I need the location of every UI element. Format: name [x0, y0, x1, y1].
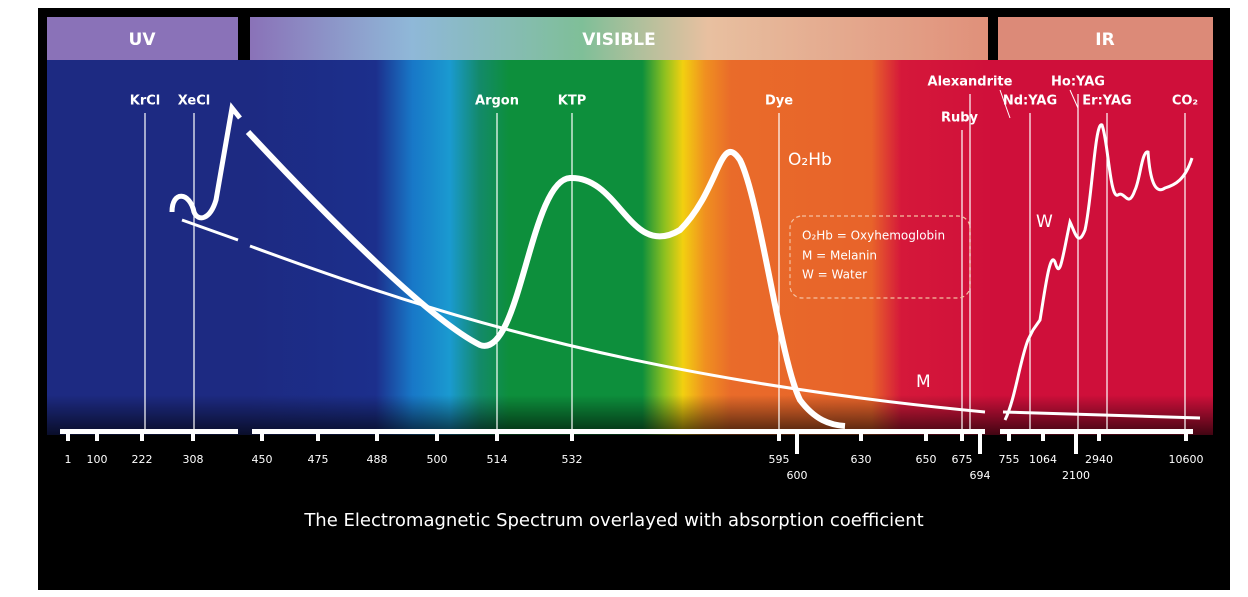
tick-mark [960, 429, 964, 441]
legend-item: O₂Hb = Oxyhemoglobin [802, 229, 945, 243]
visible-header [250, 17, 988, 60]
tick-mark [435, 429, 439, 441]
tick-label: 514 [487, 453, 508, 466]
o2hb-curve [245, 129, 846, 429]
tick-mark [95, 429, 99, 441]
laser-label: Ruby [941, 111, 979, 126]
tick-label: 488 [367, 453, 388, 466]
tick-label: 630 [851, 453, 872, 466]
ir-region [990, 60, 1213, 435]
curve-label: M [916, 372, 931, 392]
o2hb-uv-curve [169, 102, 242, 221]
tick-label: 308 [183, 453, 204, 466]
pointer [999, 89, 1011, 119]
tick-label: 222 [132, 453, 153, 466]
tick-mark [66, 429, 70, 441]
water-curve [1003, 123, 1194, 421]
tick-label: 694 [970, 469, 991, 482]
tick-label: 1064 [1029, 453, 1057, 466]
tick-label: 755 [999, 453, 1020, 466]
tick-mark [570, 429, 574, 441]
tick-mark [978, 429, 982, 454]
caption: The Electromagnetic Spectrum overlayed w… [303, 510, 923, 531]
tick-mark [375, 429, 379, 441]
curve-label: W [1036, 212, 1053, 232]
tick-mark [1007, 429, 1011, 441]
tick-label: 595 [769, 453, 790, 466]
laser-label: Nd:YAG [1003, 94, 1057, 109]
tick-label: 475 [308, 453, 329, 466]
axis-bar [1000, 429, 1193, 434]
laser-label: XeCl [178, 94, 211, 109]
visible-region [250, 60, 990, 435]
tick-mark [924, 429, 928, 441]
tick-mark [316, 429, 320, 441]
tick-mark [495, 429, 499, 441]
ir-header [998, 17, 1213, 60]
tick-mark [260, 429, 264, 441]
laser-label: Ho:YAG [1051, 75, 1105, 90]
laser-label: KrCl [130, 94, 160, 109]
tick-mark [859, 429, 863, 441]
melanin-curve [181, 218, 986, 414]
melanin-ir-curve [1002, 410, 1201, 420]
tick-label: 2940 [1085, 453, 1113, 466]
tick-label: 10600 [1169, 453, 1204, 466]
tick-mark [191, 429, 195, 441]
tick-label: 500 [427, 453, 448, 466]
laser-label: Alexandrite [928, 75, 1013, 90]
tick-mark [1184, 429, 1188, 441]
tick-mark [795, 429, 799, 454]
axis-bar [252, 429, 985, 434]
tick-label: 532 [562, 453, 583, 466]
laser-label: Dye [765, 94, 793, 109]
laser-label: CO₂ [1172, 94, 1198, 109]
band-label: VISIBLE [582, 30, 655, 50]
curve-label: O₂Hb [788, 150, 832, 170]
tick-mark [1074, 429, 1078, 454]
band-label: UV [129, 30, 157, 50]
tick-label: 100 [87, 453, 108, 466]
tick-mark [1097, 429, 1101, 441]
tick-mark [777, 429, 781, 441]
bottom-fade [47, 395, 1213, 445]
uv-header [47, 17, 238, 60]
pointer [1069, 89, 1079, 109]
band-label: IR [1095, 30, 1114, 50]
axis-bar [60, 429, 238, 434]
tick-mark [140, 429, 144, 441]
laser-label: Er:YAG [1082, 94, 1131, 109]
tick-label: 650 [916, 453, 937, 466]
laser-label: KTP [558, 94, 586, 109]
tick-label: 600 [787, 469, 808, 482]
tick-label: 675 [952, 453, 973, 466]
tick-label: 1 [65, 453, 72, 466]
legend-item: W = Water [802, 268, 867, 282]
legend-box [789, 215, 971, 299]
legend-item: M = Melanin [802, 249, 877, 263]
tick-label: 450 [252, 453, 273, 466]
uv-region [47, 60, 250, 435]
tick-label: 2100 [1062, 469, 1090, 482]
laser-label: Argon [475, 94, 519, 109]
tick-mark [1041, 429, 1045, 441]
